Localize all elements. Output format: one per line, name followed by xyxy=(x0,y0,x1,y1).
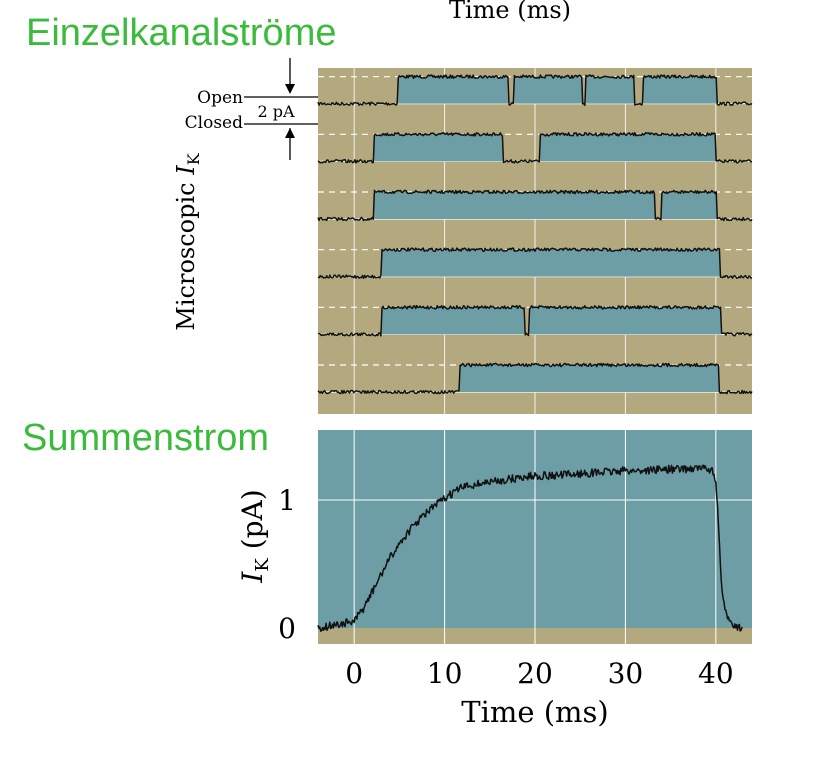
single-ylabel-italic: I xyxy=(172,165,200,176)
single-panel-vertical-grid xyxy=(353,68,717,414)
closed-label: Closed xyxy=(185,113,243,133)
y-tick-label: 0 xyxy=(278,612,296,645)
sum-ylabel-sub: K xyxy=(252,558,273,572)
single-channel-traces xyxy=(317,74,753,395)
single-channel-trace xyxy=(317,247,753,279)
single-channel-trace xyxy=(317,74,753,106)
channel-open-fill xyxy=(382,248,721,277)
channel-open-fill xyxy=(374,132,717,162)
x-tick-label: 30 xyxy=(608,657,644,690)
channel-open-fill xyxy=(374,190,718,219)
x-tick-label: 20 xyxy=(517,657,553,690)
single-channel-panel xyxy=(317,68,753,414)
single-ylabel-text: Microscopic xyxy=(172,175,200,331)
sum-ylabel-unit: (pA) xyxy=(236,489,269,558)
sum-current-panel: 0 10 20 30 40 0 1 xyxy=(278,430,752,690)
sum-panel-xlabel: Time (ms) xyxy=(461,695,609,729)
sum-panel-grid xyxy=(318,430,752,644)
top-time-caption: Time (ms) xyxy=(449,0,571,24)
x-tick-label: 40 xyxy=(698,657,734,690)
channel-open-fill xyxy=(382,305,722,335)
single-ylabel-sub: K xyxy=(184,152,203,165)
single-panel-ylabel: Microscopic IK xyxy=(172,152,203,330)
heading-sum-current: Summenstrom xyxy=(22,417,269,459)
amplitude-label: 2 pA xyxy=(257,102,295,121)
single-channel-trace xyxy=(317,304,753,337)
channel-open-fill xyxy=(460,363,720,392)
arrow-up-icon xyxy=(285,128,295,138)
sum-panel-tick-labels: 0 10 20 30 40 0 1 xyxy=(278,484,733,690)
sum-ylabel-italic: I xyxy=(236,571,269,584)
channel-open-fill xyxy=(398,75,718,104)
open-closed-scale-annotation: Open Closed 2 pA xyxy=(185,58,318,160)
arrow-down-icon xyxy=(285,84,295,94)
open-label: Open xyxy=(197,88,243,108)
y-tick-label: 1 xyxy=(278,484,296,517)
sum-panel-ylabel: IK (pA) xyxy=(236,489,273,583)
sum-current-trace xyxy=(317,464,743,632)
heading-single-channel: Einzelkanalströme xyxy=(26,12,336,54)
single-channel-trace xyxy=(317,131,753,164)
x-tick-label: 0 xyxy=(345,657,363,690)
single-channel-trace xyxy=(317,362,753,395)
x-tick-label: 10 xyxy=(427,657,463,690)
single-channel-trace xyxy=(317,189,753,222)
